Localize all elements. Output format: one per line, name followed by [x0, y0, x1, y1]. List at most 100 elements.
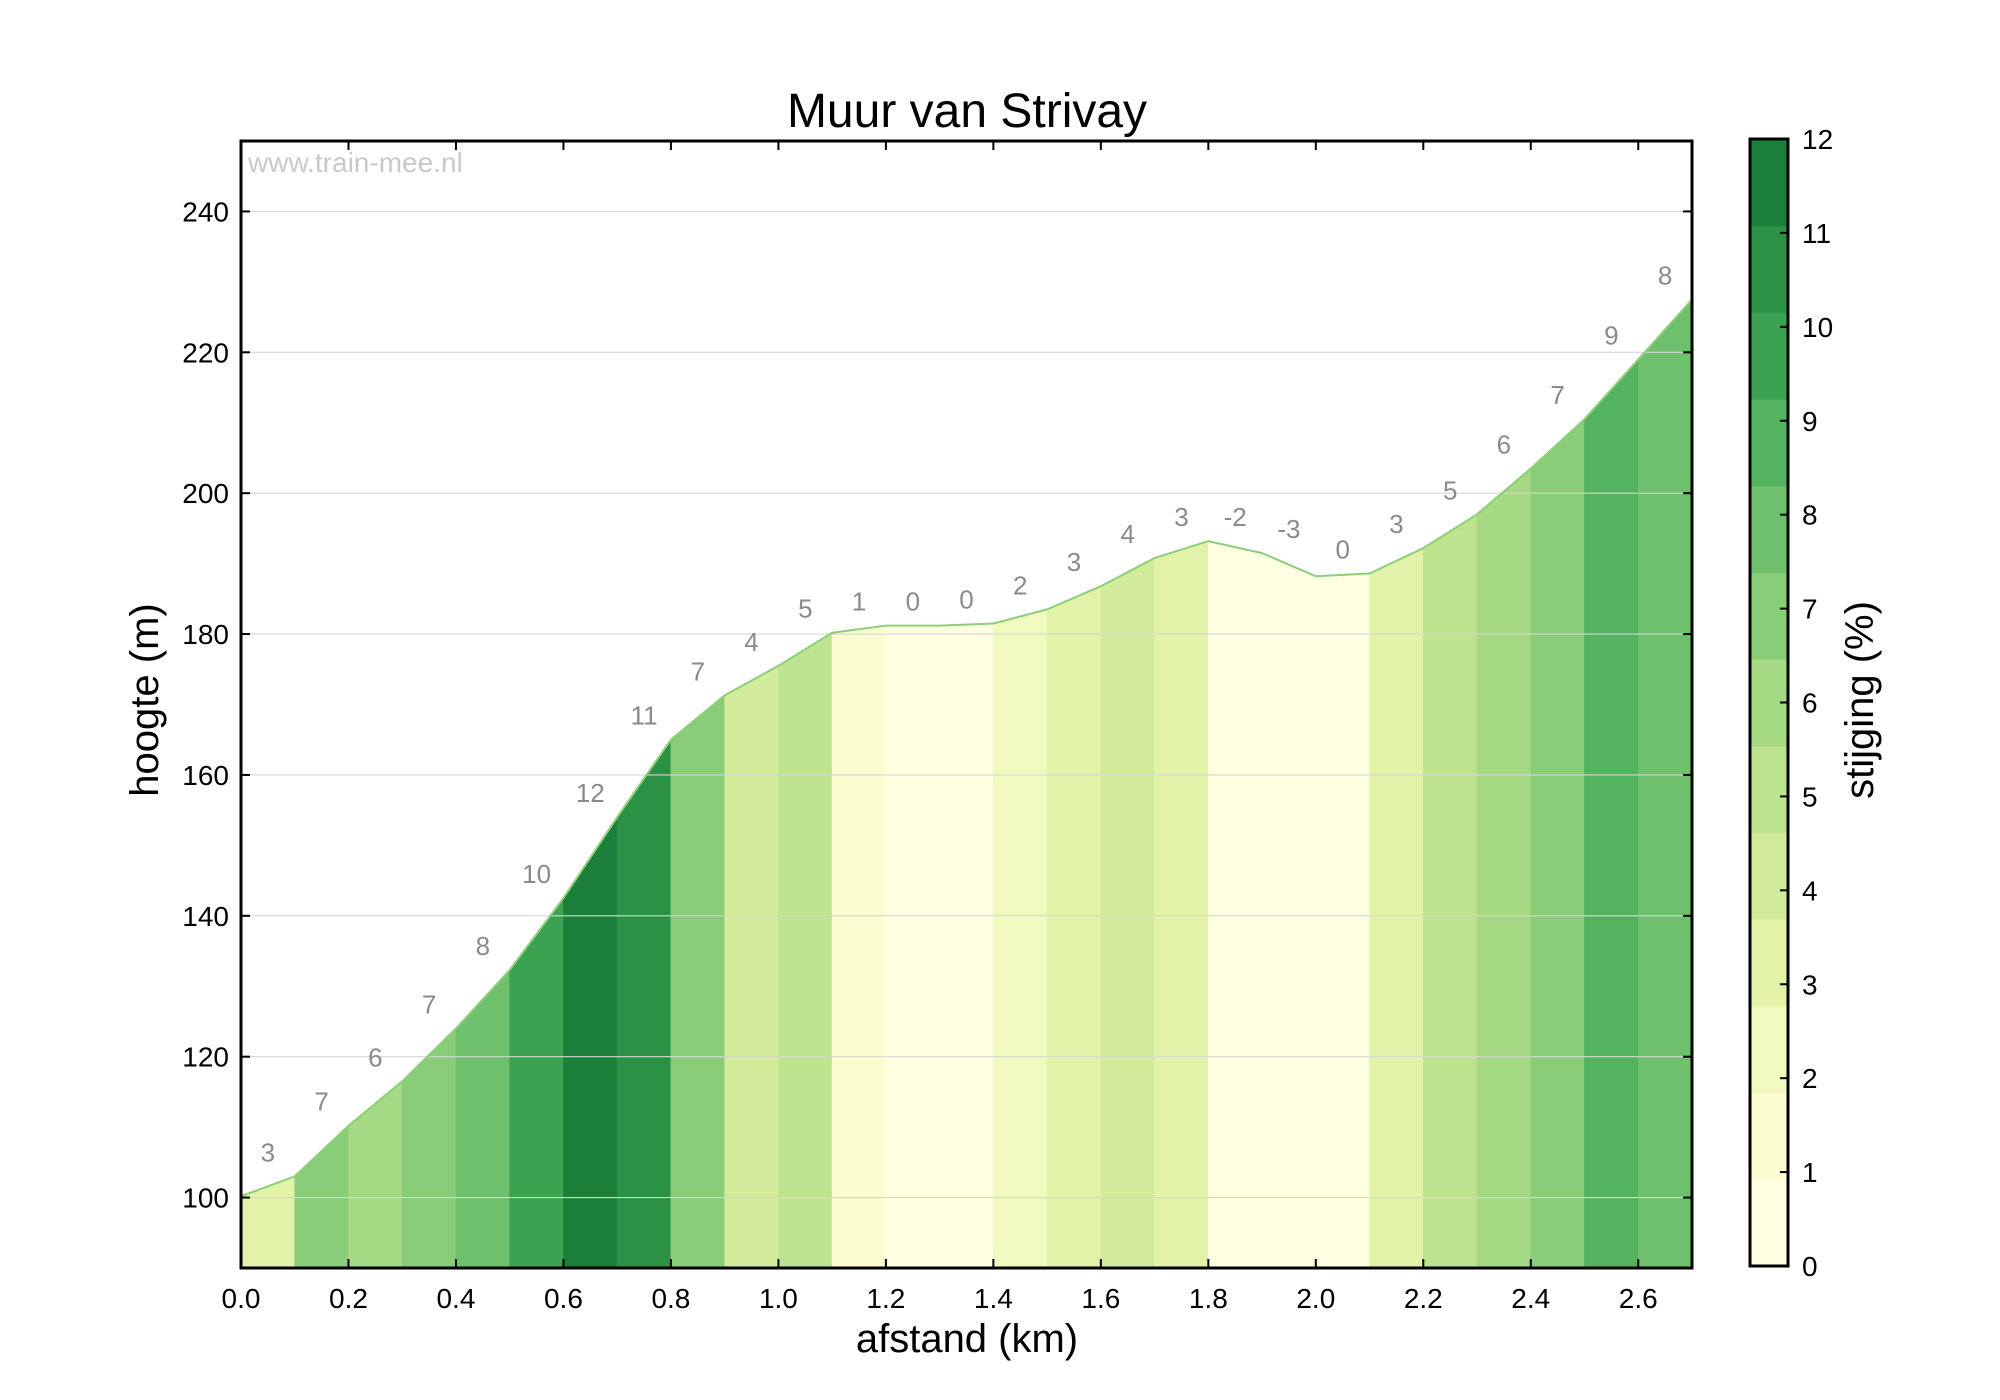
colorbar-swatch	[1750, 1092, 1788, 1180]
colorbar-tick-label: 8	[1802, 500, 1818, 531]
colorbar-tick-label: 12	[1802, 124, 1833, 155]
colorbar-tick-label: 0	[1802, 1251, 1818, 1282]
gradient-band	[401, 1027, 457, 1269]
gradient-label: 7	[1550, 380, 1564, 410]
gradient-band	[993, 609, 1048, 1269]
y-tick-label: 140	[182, 901, 229, 932]
gradient-label: 2	[1013, 570, 1027, 600]
colorbar-tick-label: 2	[1802, 1063, 1818, 1094]
gradient-band	[831, 625, 887, 1269]
y-tick-label: 160	[182, 760, 229, 791]
gradient-band	[294, 1125, 349, 1269]
x-tick-label: 1.6	[1081, 1283, 1120, 1314]
gradient-band	[1208, 540, 1263, 1269]
colorbar-swatch	[1750, 572, 1788, 660]
watermark: www.train-mee.nl	[247, 147, 463, 178]
gradient-band	[1315, 573, 1370, 1269]
gradient-label: 9	[1604, 320, 1618, 350]
gradient-label: 3	[261, 1137, 275, 1167]
colorbar-swatch	[1750, 919, 1788, 1007]
colorbar-tick-label: 9	[1802, 406, 1818, 437]
gradient-band	[1423, 513, 1478, 1269]
gradient-band	[724, 665, 779, 1269]
colorbar-tick-label: 10	[1802, 312, 1833, 343]
gradient-band	[1154, 540, 1209, 1269]
x-tick-label: 0.4	[436, 1283, 475, 1314]
gradient-band	[939, 623, 994, 1269]
colorbar-swatch	[1750, 1179, 1788, 1267]
colorbar-tick-label: 6	[1802, 688, 1818, 719]
gradient-label: 3	[1174, 502, 1188, 532]
x-tick-label: 1.8	[1189, 1283, 1228, 1314]
gradient-band	[1530, 418, 1585, 1269]
gradient-label: 5	[1443, 475, 1457, 505]
x-tick-label: 0.0	[222, 1283, 261, 1314]
y-tick-label: 100	[182, 1183, 229, 1214]
x-tick-label: 0.6	[544, 1283, 583, 1314]
x-tick-label: 2.6	[1619, 1283, 1658, 1314]
gradient-label: 0	[906, 587, 920, 617]
colorbar-swatch	[1750, 1005, 1788, 1094]
colorbar-tick-label: 11	[1802, 218, 1831, 249]
gradient-band	[1100, 557, 1155, 1269]
gradient-label: 0	[1335, 535, 1349, 565]
gradient-band	[1261, 552, 1317, 1269]
gradient-label: 10	[522, 859, 551, 889]
colorbar-swatch	[1750, 745, 1788, 834]
colorbar-label: stijging (%)	[1838, 601, 1882, 799]
colorbar-tick-label: 3	[1802, 969, 1818, 1000]
colorbar-swatch	[1750, 832, 1788, 920]
gradient-band	[509, 897, 564, 1269]
gradient-label: 4	[1120, 519, 1134, 549]
colorbar-swatch	[1750, 485, 1788, 573]
gradient-band	[240, 1175, 296, 1269]
gradient-label: -2	[1224, 502, 1247, 532]
x-tick-label: 2.2	[1404, 1283, 1443, 1314]
y-tick-label: 240	[182, 196, 229, 227]
colorbar-swatch	[1750, 139, 1788, 227]
colorbar-tick-label: 5	[1802, 781, 1818, 812]
x-tick-label: 1.4	[974, 1283, 1013, 1314]
gradient-label: 0	[959, 585, 973, 615]
gradient-label: 6	[368, 1042, 382, 1072]
gradient-label: 6	[1497, 430, 1511, 460]
gradient-label: -3	[1277, 514, 1300, 544]
colorbar-tick-label: 1	[1802, 1157, 1818, 1188]
gradient-band	[670, 694, 726, 1269]
gradient-label: 7	[422, 990, 436, 1020]
gradient-band	[778, 632, 833, 1269]
gradient-label: 7	[691, 656, 705, 686]
gradient-band	[616, 738, 672, 1269]
gradient-label: 11	[631, 701, 658, 731]
x-tick-label: 1.2	[866, 1283, 905, 1314]
colorbar-swatch	[1750, 399, 1788, 487]
colorbar-tick-label: 4	[1802, 875, 1818, 906]
gradient-band	[1046, 585, 1102, 1269]
gradient-band	[348, 1080, 403, 1269]
x-axis-ticks: 0.0 0.2 0.4 0.6 0.8 1.0 1.2 1.4 1.6 1.8 2.0 2.2 2.4 2…	[222, 141, 1658, 1314]
y-tick-label: 120	[182, 1042, 229, 1073]
chart-title: Muur van Strivay	[787, 85, 1147, 138]
gradient-label: 12	[576, 778, 605, 808]
y-axis-label: hoogte (m)	[123, 603, 167, 796]
gradient-band	[1638, 298, 1693, 1269]
x-tick-label: 0.2	[329, 1283, 368, 1314]
x-axis-label: afstand (km)	[856, 1317, 1078, 1361]
gradient-band	[1584, 358, 1639, 1269]
x-tick-label: 2.4	[1511, 1283, 1550, 1314]
y-tick-label: 180	[182, 619, 229, 650]
gradient-label: 3	[1067, 547, 1081, 577]
gradient-label: 8	[1658, 261, 1672, 291]
gradient-label: 1	[852, 587, 866, 617]
colorbar-swatch	[1750, 312, 1788, 400]
gradient-band	[455, 969, 511, 1269]
gridlines	[241, 210, 1692, 1199]
plot-frame	[239, 139, 1694, 1270]
gradient-label: 3	[1389, 509, 1403, 539]
gradient-band	[885, 625, 940, 1269]
colorbar-tick-label: 7	[1802, 594, 1818, 625]
